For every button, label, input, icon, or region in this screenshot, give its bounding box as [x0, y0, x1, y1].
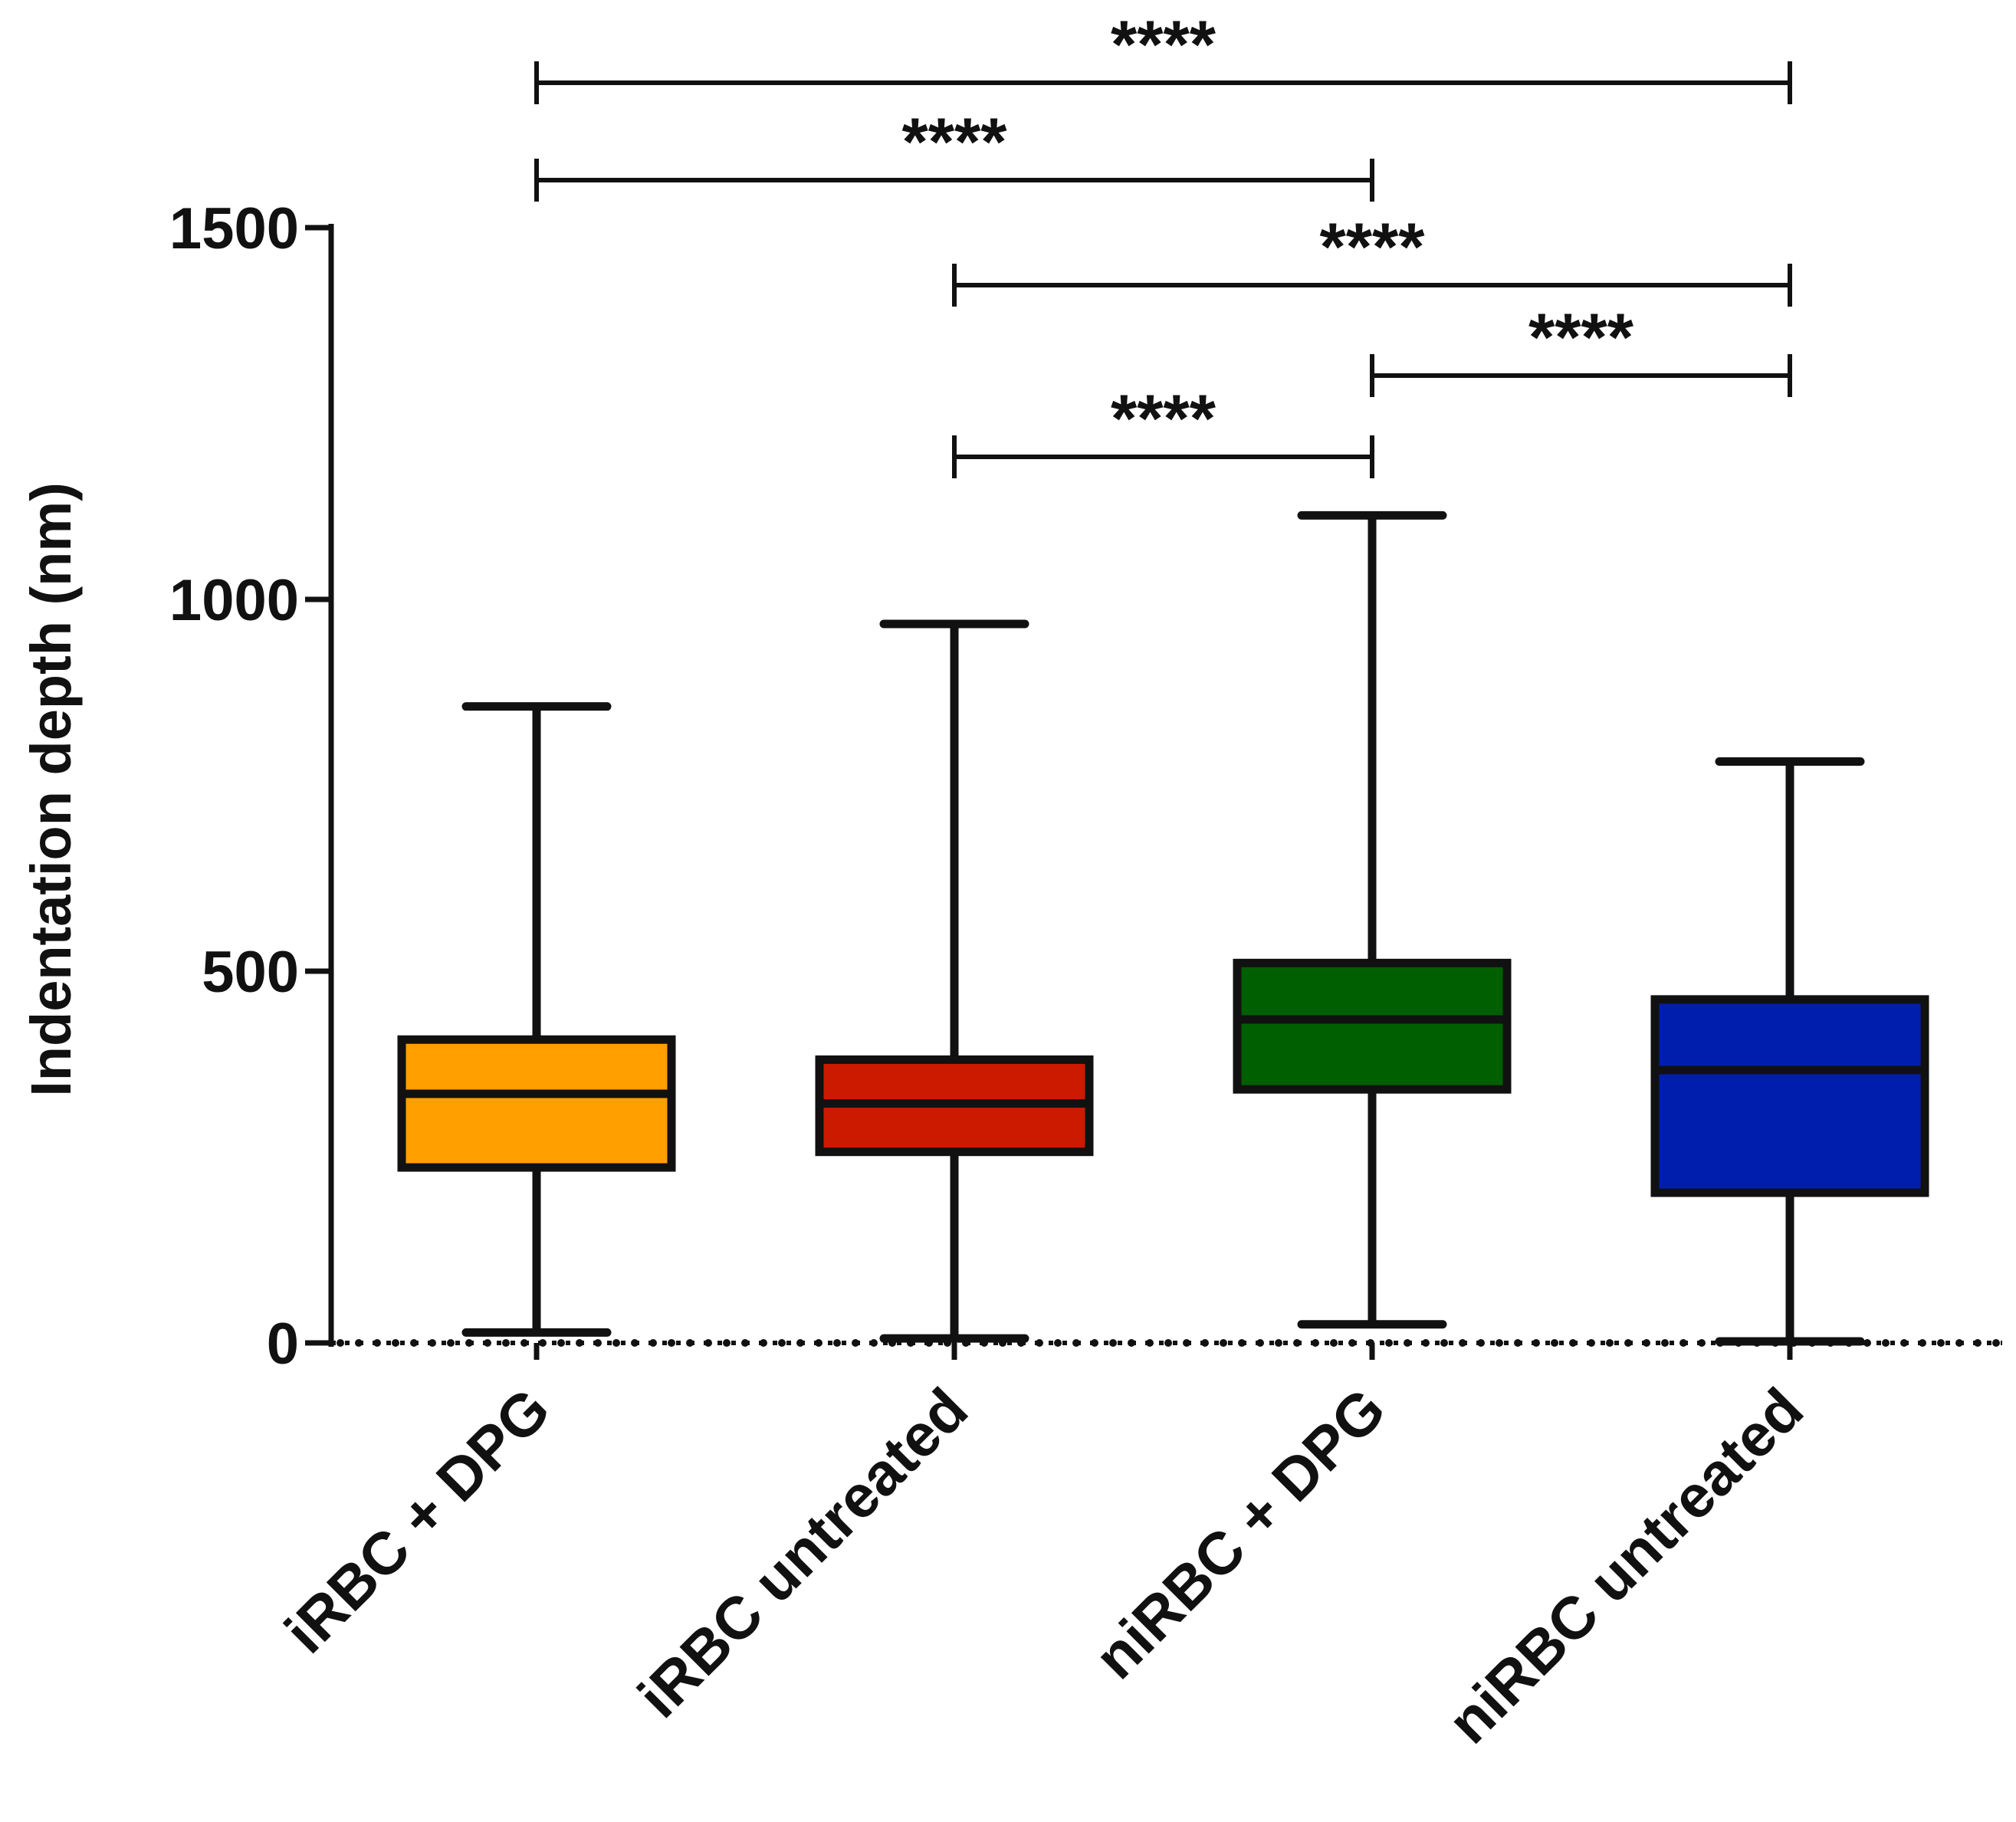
baseline-dot: [1091, 1339, 1098, 1347]
significance-label: ****: [1111, 380, 1216, 456]
x-tick-label: niRBC untreated: [1435, 1375, 1816, 1756]
baseline-dot: [833, 1339, 841, 1347]
baseline-dot: [1109, 1339, 1117, 1347]
baseline-dot: [1661, 1339, 1669, 1347]
baseline-dot: [1054, 1339, 1062, 1347]
baseline-dot: [1330, 1339, 1338, 1347]
baseline-dot: [1238, 1339, 1246, 1347]
significance-layer: **** **** **** **** ****: [534, 6, 1792, 478]
baseline-dot: [1900, 1339, 1908, 1347]
baseline-dot: [355, 1339, 363, 1347]
baseline-dot: [612, 1339, 620, 1347]
baseline-dot: [1256, 1339, 1264, 1347]
baseline-dot: [465, 1339, 473, 1347]
baseline-dot: [1974, 1339, 1982, 1347]
baseline-dot: [447, 1339, 455, 1347]
baseline-dot: [1698, 1339, 1706, 1347]
significance-label: ****: [1111, 6, 1216, 82]
baseline-dot: [337, 1339, 344, 1347]
y-tick-label: 500: [202, 940, 299, 1005]
x-tick-label: iRBC + DPG: [272, 1375, 563, 1666]
baseline-dot: [1385, 1339, 1393, 1347]
baseline-dot: [649, 1339, 657, 1347]
baseline-dot: [520, 1339, 528, 1347]
baseline-dot: [1882, 1339, 1890, 1347]
baseline-dot: [1955, 1339, 1963, 1347]
box-layer: [397, 510, 1929, 1346]
baseline-dot: [1348, 1339, 1356, 1347]
baseline-dot: [1459, 1339, 1466, 1347]
x-tick-label: iRBC untreated: [625, 1375, 980, 1731]
baseline-dot: [392, 1339, 399, 1347]
x-tick-label: niRBC + DPG: [1082, 1375, 1398, 1692]
baseline-dot: [1919, 1339, 1926, 1347]
y-tick-label: 0: [267, 1312, 299, 1377]
baseline-dot: [1164, 1339, 1172, 1347]
baseline-dot: [852, 1339, 859, 1347]
baseline-dot: [723, 1339, 731, 1347]
baseline-dot: [1496, 1339, 1503, 1347]
baseline-dot: [1293, 1339, 1301, 1347]
y-tick-label: 1000: [169, 568, 299, 633]
baseline-dot: [410, 1339, 418, 1347]
baseline-dot: [1588, 1339, 1595, 1347]
significance-label: ****: [1528, 299, 1634, 375]
baseline-dot: [1937, 1339, 1945, 1347]
baseline-dot: [1643, 1339, 1650, 1347]
baseline-dot: [1863, 1339, 1871, 1347]
baseline-dot: [539, 1339, 547, 1347]
baseline-dot: [870, 1339, 878, 1347]
box-irbc-dpg: [397, 1035, 676, 1172]
baseline-dot: [1404, 1339, 1411, 1347]
box-nirbc-dpg: [1233, 958, 1512, 1094]
baseline-dot: [1072, 1339, 1080, 1347]
baseline-dot: [1679, 1339, 1687, 1347]
baseline-dot: [1128, 1339, 1135, 1347]
box-nirbc-untreated: [1650, 995, 1929, 1197]
baseline-dot: [1440, 1339, 1448, 1347]
y-axis-label: Indentation depth (nm): [19, 482, 83, 1097]
baseline-dot: [373, 1339, 381, 1347]
baseline-dot: [1514, 1339, 1522, 1347]
baseline-dot: [631, 1339, 639, 1347]
baseline-dot: [1312, 1339, 1319, 1347]
baseline-dot: [1220, 1339, 1227, 1347]
baseline-dot: [1606, 1339, 1614, 1347]
baseline-dot: [1477, 1339, 1485, 1347]
baseline-dot: [484, 1339, 491, 1347]
baseline-dot: [1532, 1339, 1540, 1347]
baseline-dot: [686, 1339, 694, 1347]
baseline-dot: [576, 1339, 583, 1347]
baseline-dot: [796, 1339, 804, 1347]
baseline-dot: [1551, 1339, 1558, 1347]
axis-layer: 0 500 1000 1500 iRBC + DPG iRBC untreated niRB…: [169, 196, 2002, 1756]
baseline-dot: [1624, 1339, 1632, 1347]
baseline-dot: [704, 1339, 712, 1347]
baseline-dot: [1422, 1339, 1430, 1347]
baseline-dot: [594, 1339, 602, 1347]
baseline-dot: [741, 1339, 749, 1347]
baseline-dot: [778, 1339, 786, 1347]
baseline-dot: [557, 1339, 565, 1347]
baseline-dot: [1146, 1339, 1154, 1347]
baseline-dot: [1036, 1339, 1043, 1347]
baseline-dot: [1992, 1339, 2000, 1347]
baseline-dot: [1569, 1339, 1577, 1347]
baseline-dot: [1275, 1339, 1282, 1347]
baseline-dot: [1201, 1339, 1209, 1347]
y-tick-label: 1500: [169, 196, 299, 261]
baseline-dot: [428, 1339, 436, 1347]
baseline-dot: [1183, 1339, 1190, 1347]
baseline-dot: [502, 1339, 510, 1347]
significance-label: ****: [902, 103, 1008, 179]
baseline-dot: [815, 1339, 822, 1347]
significance-label: ****: [1320, 208, 1426, 284]
baseline-dot: [760, 1339, 767, 1347]
baseline-dot: [668, 1339, 675, 1347]
